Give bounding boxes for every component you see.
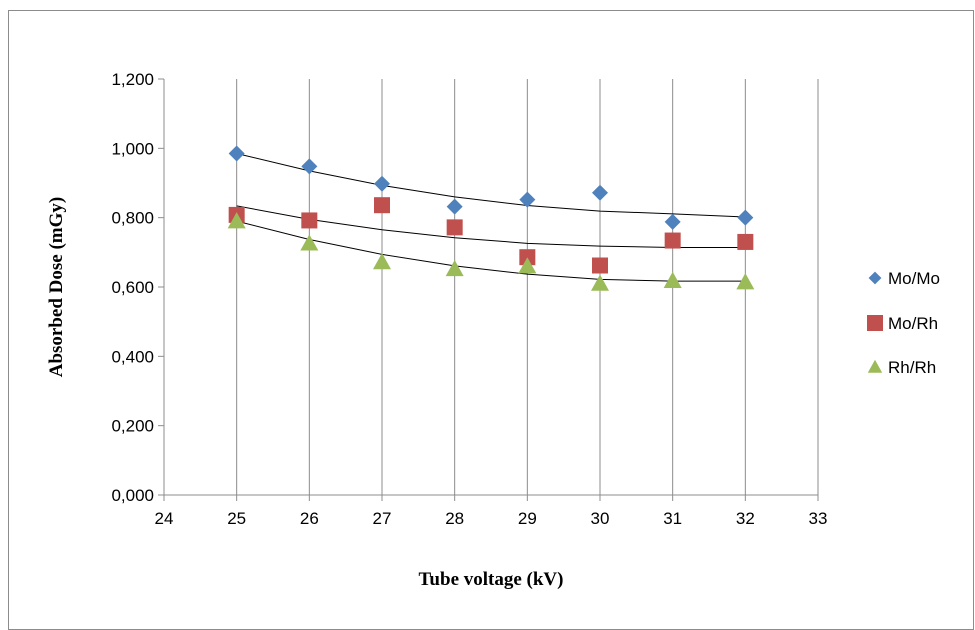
x-tick-label: 25 (227, 509, 246, 528)
data-point-mo-mo (228, 145, 245, 162)
x-tick-label: 28 (445, 509, 464, 528)
y-tick-label: 0,200 (111, 417, 154, 436)
trendline-mo-rh (236, 205, 746, 248)
data-point-mo-rh (592, 257, 608, 274)
data-point-mo-mo (446, 198, 463, 215)
legend-marker (868, 271, 882, 285)
trendline-mo-mo (236, 153, 746, 218)
x-tick-label: 27 (373, 509, 392, 528)
data-point-rh-rh (445, 259, 464, 277)
data-point-rh-rh (591, 274, 609, 291)
data-point-mo-mo (592, 184, 608, 201)
legend-marker (867, 359, 883, 373)
data-point-rh-rh (373, 253, 391, 270)
data-point-mo-mo (374, 175, 390, 192)
x-tick-label: 31 (663, 509, 682, 528)
data-point-mo-mo (301, 158, 318, 175)
data-point-mo-mo (664, 213, 681, 230)
data-point-mo-rh (664, 232, 681, 249)
data-point-rh-rh (227, 212, 246, 229)
data-point-rh-rh (663, 271, 682, 288)
x-tick-label: 29 (518, 509, 537, 528)
data-point-mo-rh (737, 233, 754, 250)
y-tick-label: 0,800 (111, 209, 154, 228)
data-point-mo-mo (519, 191, 536, 208)
y-tick-label: 0,600 (111, 278, 154, 297)
y-axis-title: Absorbed Dose (mGy) (46, 197, 67, 378)
y-tick-label: 1,200 (111, 70, 154, 89)
data-point-mo-rh (519, 249, 536, 266)
data-point-rh-rh (736, 273, 755, 290)
legend-marker (867, 315, 883, 331)
chart-frame (8, 10, 974, 630)
y-tick-label: 1,000 (111, 139, 154, 158)
data-point-rh-rh (518, 257, 537, 274)
legend-label: Mo/Mo (888, 269, 940, 288)
trendline-rh-rh (236, 220, 746, 282)
x-tick-label: 26 (300, 509, 319, 528)
x-tick-label: 30 (591, 509, 610, 528)
data-point-mo-rh (446, 219, 463, 236)
x-tick-label: 33 (809, 509, 828, 528)
data-point-mo-rh (374, 197, 390, 214)
y-tick-label: 0,400 (111, 347, 154, 366)
x-tick-label: 32 (736, 509, 755, 528)
data-point-rh-rh (300, 234, 319, 251)
data-point-mo-mo (737, 209, 754, 226)
data-point-mo-rh (301, 212, 318, 229)
y-tick-label: 0,000 (111, 486, 154, 505)
x-tick-label: 24 (155, 509, 174, 528)
legend-label: Mo/Rh (888, 314, 938, 333)
x-axis-title: Tube voltage (kV) (419, 569, 564, 590)
legend-label: Rh/Rh (888, 358, 936, 377)
